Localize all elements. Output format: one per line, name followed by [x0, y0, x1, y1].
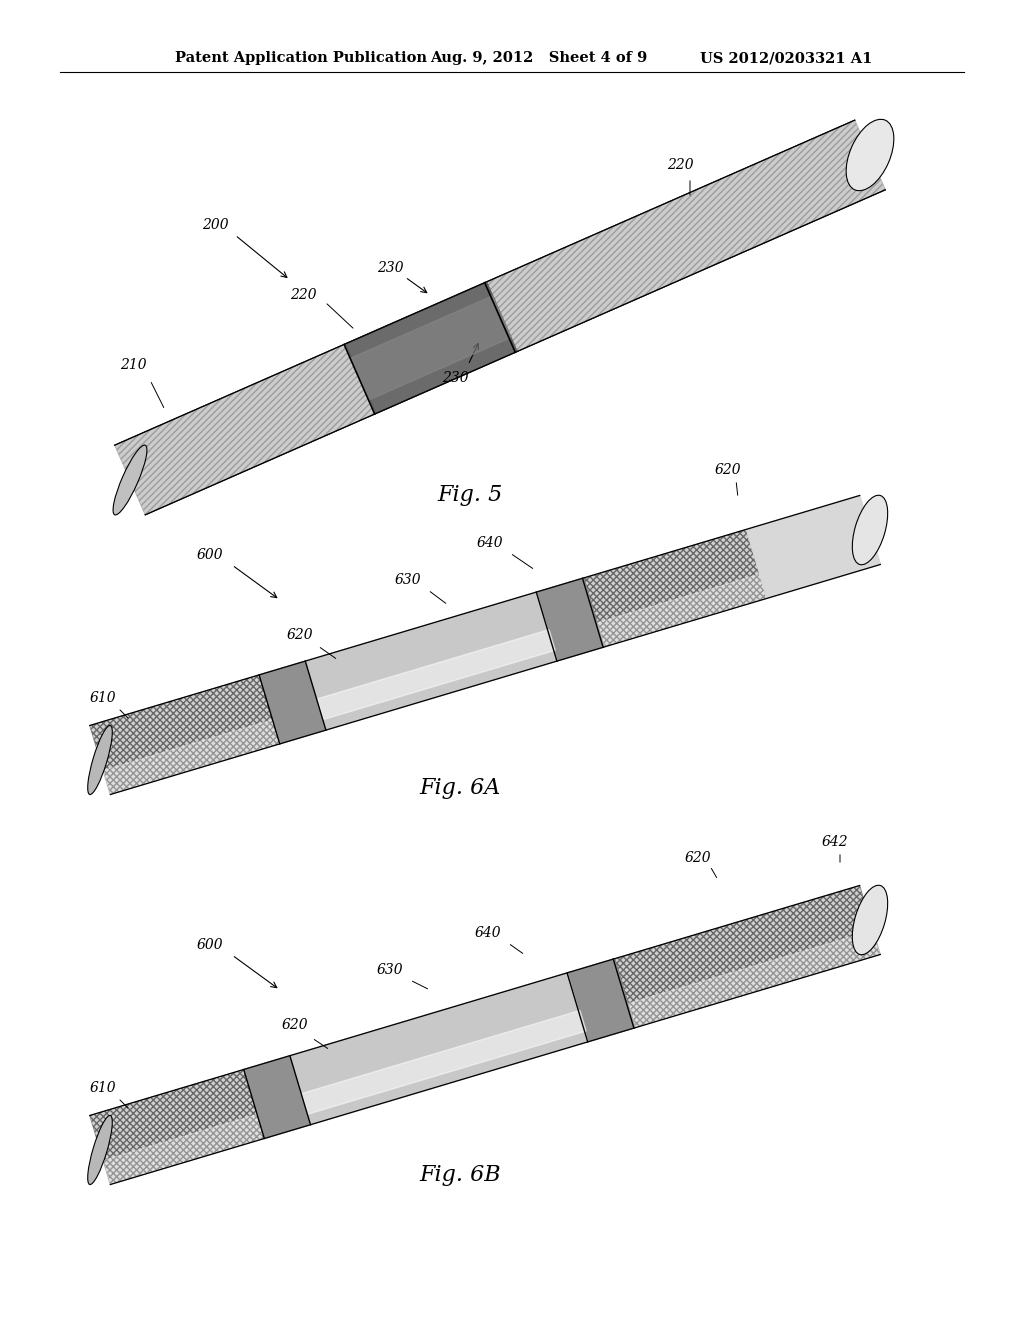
Text: 620: 620: [685, 851, 712, 865]
Polygon shape: [103, 1114, 265, 1184]
Text: 610: 610: [90, 1081, 117, 1096]
Polygon shape: [568, 958, 636, 1041]
Ellipse shape: [88, 1115, 113, 1184]
Text: Fig. 6B: Fig. 6B: [419, 1164, 501, 1185]
Text: 210: 210: [120, 358, 146, 372]
Ellipse shape: [88, 726, 113, 795]
Text: 620: 620: [282, 1018, 308, 1032]
Ellipse shape: [852, 495, 888, 565]
Text: 230: 230: [441, 371, 468, 385]
Text: 630: 630: [394, 573, 421, 587]
Text: 642: 642: [821, 836, 848, 849]
Ellipse shape: [846, 119, 894, 190]
Text: 640: 640: [475, 927, 502, 940]
Text: US 2012/0203321 A1: US 2012/0203321 A1: [700, 51, 872, 65]
Polygon shape: [90, 1069, 265, 1184]
Polygon shape: [351, 296, 511, 400]
Polygon shape: [746, 495, 881, 598]
Polygon shape: [615, 886, 881, 1027]
Polygon shape: [306, 591, 558, 730]
Polygon shape: [90, 886, 881, 1184]
Text: 640: 640: [477, 536, 504, 550]
Polygon shape: [598, 574, 767, 647]
Polygon shape: [291, 973, 589, 1125]
Text: 200: 200: [202, 218, 228, 232]
Polygon shape: [115, 345, 375, 515]
Polygon shape: [538, 578, 605, 660]
Polygon shape: [103, 719, 281, 795]
Text: 630: 630: [377, 964, 403, 977]
Polygon shape: [584, 529, 767, 647]
Text: Fig. 6A: Fig. 6A: [419, 777, 501, 799]
Polygon shape: [629, 931, 881, 1027]
Text: 600: 600: [197, 548, 223, 562]
Text: Aug. 9, 2012   Sheet 4 of 9: Aug. 9, 2012 Sheet 4 of 9: [430, 51, 647, 65]
Text: 610: 610: [90, 690, 117, 705]
Text: 620: 620: [715, 463, 741, 477]
Polygon shape: [90, 495, 881, 795]
Polygon shape: [486, 120, 886, 351]
Polygon shape: [345, 282, 517, 413]
Text: 600: 600: [197, 939, 223, 952]
Polygon shape: [90, 675, 281, 795]
Text: 620: 620: [287, 628, 313, 642]
Text: Patent Application Publication: Patent Application Publication: [175, 51, 427, 65]
Polygon shape: [317, 630, 555, 719]
Text: 220: 220: [667, 158, 693, 172]
Text: 230: 230: [377, 261, 403, 275]
Ellipse shape: [852, 886, 888, 954]
Polygon shape: [260, 661, 327, 743]
Text: Fig. 5: Fig. 5: [437, 484, 503, 506]
Polygon shape: [244, 1056, 311, 1138]
Text: 220: 220: [290, 288, 316, 302]
Polygon shape: [115, 120, 886, 515]
Ellipse shape: [113, 445, 147, 515]
Polygon shape: [302, 1010, 586, 1114]
